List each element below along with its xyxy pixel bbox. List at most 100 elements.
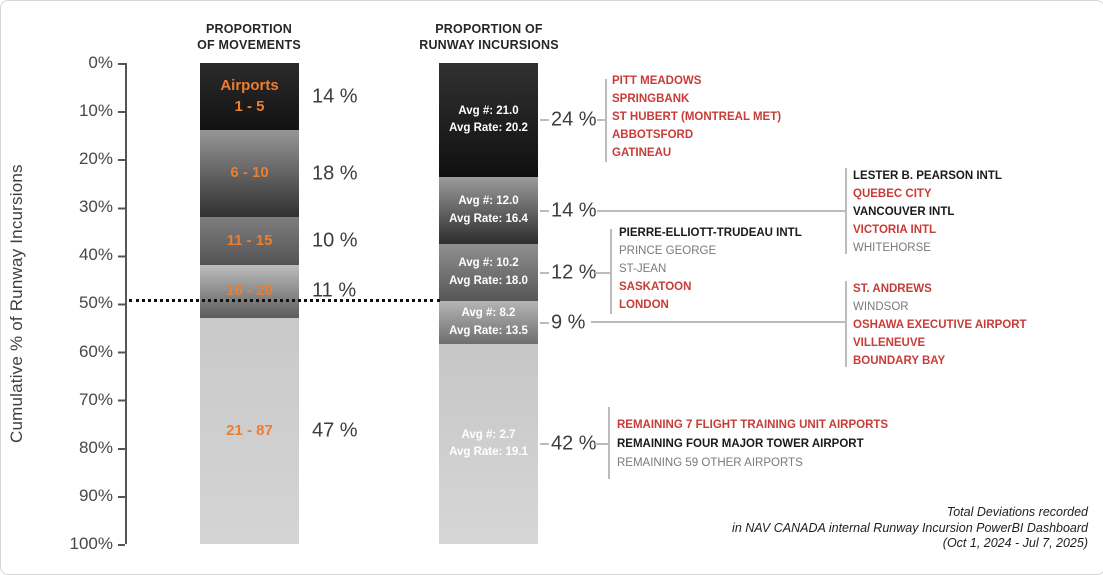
- airport-name: PIERRE-ELLIOTT-TRUDEAU INTL: [619, 227, 802, 239]
- incursions-column-header: PROPORTION OF RUNWAY INCURSIONS: [389, 21, 589, 54]
- avg-rate-line: Avg Rate: 19.1: [449, 445, 528, 458]
- airport-name: PRINCE GEORGE: [619, 245, 717, 257]
- avg-count-line: Avg #: 12.0: [458, 195, 519, 208]
- avg-rate-line: Avg Rate: 16.4: [449, 212, 528, 225]
- y-axis-line: [125, 63, 127, 544]
- movements-segment-16-20: 16 - 20 11 %: [200, 265, 356, 318]
- avg-rate-line: Avg Rate: 13.5: [449, 324, 528, 337]
- incursions-segment-4: Avg #: 8.2 Avg Rate: 13.5 9 %: [439, 301, 585, 344]
- airport-name: REMAINING 7 FLIGHT TRAINING UNIT AIRPORT…: [617, 419, 889, 431]
- airport-name: GATINEAU: [612, 147, 672, 159]
- avg-count-line: Avg #: 8.2: [461, 307, 516, 320]
- airport-name: ABBOTSFORD: [612, 129, 694, 141]
- avg-rate-line: Avg Rate: 20.2: [449, 122, 528, 135]
- airport-name: WINDSOR: [853, 301, 909, 313]
- airport-name: ST-JEAN: [619, 263, 667, 275]
- segment-rank-label: 21 - 87: [226, 421, 273, 439]
- avg-count-line: Avg #: 2.7: [461, 428, 516, 441]
- segment-avg-label: Avg #: 2.7 Avg Rate: 19.1: [449, 427, 528, 462]
- y-axis-title: Cumulative % of Runway Incursions: [7, 164, 26, 443]
- airport-name: BOUNDARY BAY: [853, 355, 946, 367]
- avg-count-line: Avg #: 10.2: [458, 257, 519, 270]
- group-bracket-line: [610, 229, 612, 314]
- incursions-segment-1: Avg #: 21.0 Avg Rate: 20.2 24 %: [439, 63, 597, 178]
- segment-percent-label: 24 %: [551, 108, 597, 131]
- source-note-line: Total Deviations recorded: [946, 505, 1088, 519]
- segment-avg-label: Avg #: 10.2 Avg Rate: 18.0: [449, 255, 528, 290]
- connector-line: [597, 210, 845, 212]
- group-bracket-line: [605, 79, 607, 162]
- incursions-segment-3: Avg #: 10.2 Avg Rate: 18.0 12 %: [439, 243, 597, 302]
- segment-percent-label: 11 %: [312, 279, 357, 302]
- airport-group-list-14pct: LESTER B. PEARSON INTL QUEBEC CITY VANCO…: [853, 167, 1002, 257]
- fifty-percent-reference-line: [129, 299, 440, 302]
- y-tick-label: 100%: [69, 533, 113, 553]
- source-note: Total Deviations recorded in NAV CANADA …: [732, 505, 1088, 552]
- group-bracket-line: [845, 281, 847, 367]
- incursions-segment-5: Avg #: 2.7 Avg Rate: 19.1 42 %: [439, 343, 597, 544]
- connector-line: [591, 321, 845, 323]
- movements-segment-11-15: 11 - 15 10 %: [200, 216, 358, 265]
- movements-segment-1-5: Airports 1 - 5 14 %: [200, 63, 358, 131]
- airport-group-list-24pct: PITT MEADOWS SPRINGBANK ST HUBERT (MONTR…: [612, 72, 781, 162]
- segment-avg-label: Avg #: 12.0 Avg Rate: 16.4: [449, 193, 528, 228]
- airport-group-list-9pct: ST. ANDREWS WINDSOR OSHAWA EXECUTIVE AIR…: [853, 280, 1027, 370]
- segment-percent-label: 12 %: [551, 261, 597, 283]
- segment-percent-label: 9 %: [551, 311, 586, 333]
- segment-percent-label: 14 %: [312, 85, 358, 108]
- segment-rank-label: 11 - 15: [226, 231, 273, 249]
- avg-count-line: Avg #: 21.0: [458, 104, 519, 117]
- airport-name: VICTORIA INTL: [853, 224, 937, 236]
- segment-percent-label: 14 %: [551, 199, 597, 222]
- airport-group-list-42pct: REMAINING 7 FLIGHT TRAINING UNIT AIRPORT…: [617, 416, 888, 473]
- airport-name: SPRINGBANK: [612, 93, 690, 105]
- airport-name: ST. ANDREWS: [853, 283, 932, 295]
- airport-name: LONDON: [619, 299, 669, 311]
- movements-segment-6-10: 6 - 10 18 %: [200, 130, 358, 217]
- segment-percent-label: 10 %: [312, 229, 358, 252]
- airport-name: LESTER B. PEARSON INTL: [853, 170, 1002, 182]
- airport-name: REMAINING FOUR MAJOR TOWER AIRPORT: [617, 438, 864, 450]
- segment-avg-label: Avg #: 21.0 Avg Rate: 20.2: [449, 103, 528, 138]
- connector-line: [595, 443, 609, 445]
- percent-connector-tick: [540, 271, 549, 274]
- percent-connector-tick: [540, 321, 549, 324]
- y-tick-label: 90%: [78, 485, 113, 505]
- header-line: RUNWAY INCURSIONS: [419, 38, 559, 53]
- y-axis-tick-marks: [118, 63, 125, 547]
- group-bracket-line: [845, 168, 847, 254]
- airport-name: VANCOUVER INTL: [853, 206, 955, 218]
- header-line: OF MOVEMENTS: [197, 38, 301, 53]
- movements-column-header: PROPORTION OF MOVEMENTS: [149, 21, 349, 54]
- y-tick-label: 30%: [78, 197, 113, 217]
- airport-name: ST HUBERT (MONTREAL MET): [612, 111, 782, 123]
- y-tick-label: 0%: [88, 53, 113, 72]
- segment-avg-label: Avg #: 8.2 Avg Rate: 13.5: [449, 305, 528, 340]
- movements-stacked-bar: Airports 1 - 5 14 % 6 - 10 18 % 11 - 15 …: [200, 63, 358, 544]
- segment-percent-label: 18 %: [312, 162, 358, 185]
- group-bracket-line: [608, 407, 610, 479]
- connector-line: [597, 119, 606, 121]
- header-line: PROPORTION OF: [435, 22, 543, 36]
- segment-percent-label: 42 %: [551, 432, 597, 455]
- y-tick-label: 70%: [78, 389, 113, 409]
- percent-connector-tick: [540, 209, 549, 212]
- incursions-segment-2: Avg #: 12.0 Avg Rate: 16.4 14 %: [439, 177, 597, 244]
- movements-segment-21-87: 21 - 87 47 %: [200, 317, 358, 544]
- incursions-stacked-bar: Avg #: 21.0 Avg Rate: 20.2 24 % Avg #: 1…: [439, 63, 597, 544]
- segment-percent-label: 47 %: [312, 419, 358, 442]
- segment-rank-label: 6 - 10: [230, 164, 269, 182]
- y-tick-label: 50%: [78, 293, 113, 313]
- airport-name: WHITEHORSE: [853, 242, 931, 254]
- percent-connector-tick: [540, 442, 549, 445]
- airport-name: VILLENEUVE: [853, 337, 926, 349]
- header-line: PROPORTION: [205, 22, 293, 36]
- y-tick-label: 20%: [78, 149, 113, 169]
- connector-line: [595, 272, 611, 274]
- airport-name: QUEBEC CITY: [853, 188, 932, 200]
- y-axis-tick-labels: 0% 10% 20% 30% 40% 50% 60% 70% 80% 90% 1…: [39, 54, 113, 552]
- source-note-line: in NAV CANADA internal Runway Incursion …: [732, 520, 1088, 535]
- percent-connector-tick: [540, 119, 549, 122]
- y-tick-label: 60%: [78, 341, 113, 361]
